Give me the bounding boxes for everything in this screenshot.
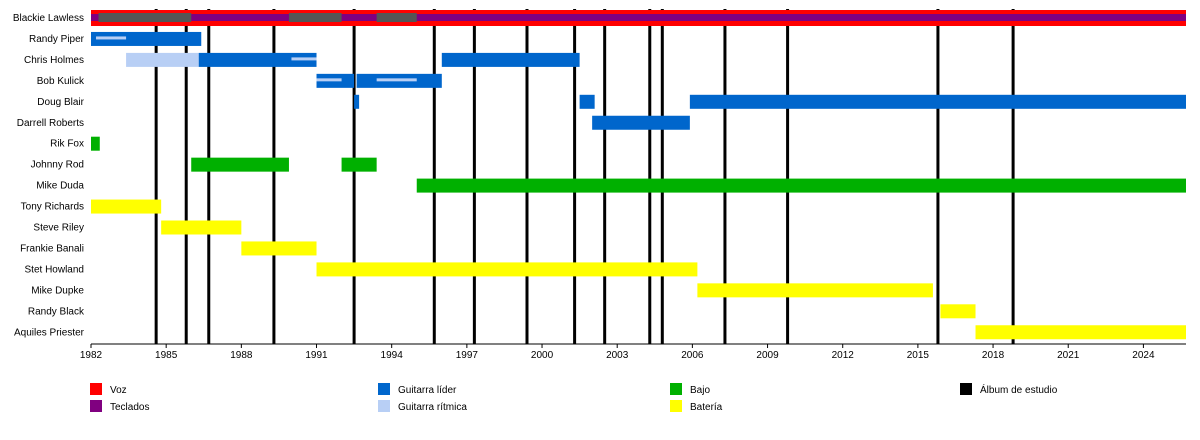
- member-label-randy-piper: Randy Piper: [29, 34, 85, 45]
- bar-rik-fox-19: [91, 136, 100, 151]
- member-label-darrell-roberts: Darrell Roberts: [17, 118, 84, 129]
- bar-mike-dupke-27: [697, 283, 933, 298]
- bar-blackie-lawless-1: [91, 14, 1186, 21]
- member-label-stet-howland: Stet Howland: [25, 264, 84, 275]
- legend-swatch-bateria: [670, 400, 682, 412]
- x-tick-label-2015: 2015: [907, 350, 930, 361]
- bar-blackie-lawless-4: [376, 13, 417, 22]
- bar-blackie-lawless-2: [98, 13, 192, 22]
- bar-doug-blair-17: [689, 94, 1186, 109]
- member-label-randy-black: Randy Black: [28, 306, 85, 317]
- bar-tony-richards-23: [91, 199, 162, 214]
- legend-label-voz: Voz: [110, 385, 127, 396]
- x-axis: 1982 1985 1988 1991 1994 1997 2000 2003 2006 2009…: [80, 343, 1186, 361]
- x-tick-label-1997: 1997: [456, 350, 479, 361]
- member-label-chris-holmes: Chris Holmes: [24, 55, 84, 66]
- legend-swatch-album: [960, 383, 972, 395]
- legend-swatch-voz: [90, 383, 102, 395]
- bar-chris-holmes-9: [291, 57, 317, 61]
- legend-swatch-teclados: [90, 400, 102, 412]
- x-tick-label-1985: 1985: [155, 350, 178, 361]
- bar-doug-blair-15: [354, 94, 360, 109]
- bar-doug-blair-16: [579, 94, 595, 109]
- legend-swatch-guitarra_ritmica: [378, 400, 390, 412]
- bar-chris-holmes-7: [126, 52, 199, 67]
- legend-label-album: Álbum de estudio: [980, 383, 1058, 396]
- member-bars: [91, 10, 1186, 340]
- x-tick-label-1988: 1988: [230, 350, 253, 361]
- member-label-doug-blair: Doug Blair: [37, 97, 84, 108]
- x-tick-label-1994: 1994: [381, 350, 404, 361]
- x-tick-label-1991: 1991: [305, 350, 328, 361]
- x-tick-label-2021: 2021: [1057, 350, 1080, 361]
- legend-label-guitarra_ritmica: Guitarra rítmica: [398, 402, 467, 413]
- x-tick-label-2018: 2018: [982, 350, 1005, 361]
- legend-label-bateria: Batería: [690, 402, 723, 413]
- bar-frankie-banali-25: [241, 241, 317, 256]
- member-label-tony-richards: Tony Richards: [21, 202, 84, 213]
- bar-chris-holmes-10: [441, 52, 580, 67]
- bar-steve-riley-24: [161, 220, 242, 235]
- member-labels: Blackie Lawless Randy Piper Chris Holmes Bo…: [13, 13, 85, 338]
- x-tick-label-1982: 1982: [80, 350, 103, 361]
- bar-darrell-roberts-18: [592, 115, 690, 130]
- bar-randy-piper-6: [96, 36, 127, 40]
- x-tick-label-2024: 2024: [1132, 350, 1155, 361]
- bar-bob-kulick-12: [316, 78, 342, 82]
- bar-mike-duda-22: [416, 178, 1186, 193]
- x-tick-label-2012: 2012: [832, 350, 855, 361]
- bar-johnny-rod-21: [341, 157, 377, 172]
- member-label-johnny-rod: Johnny Rod: [31, 160, 84, 171]
- member-label-mike-duda: Mike Duda: [36, 181, 84, 192]
- bar-chris-holmes-8: [198, 52, 317, 67]
- member-label-aquiles-priester: Aquiles Priester: [14, 327, 85, 338]
- bar-stet-howland-26: [316, 262, 698, 277]
- legend-swatch-bajo: [670, 383, 682, 395]
- x-tick-label-2000: 2000: [531, 350, 554, 361]
- member-label-rik-fox: Rik Fox: [50, 139, 84, 150]
- member-label-frankie-banali: Frankie Banali: [20, 243, 84, 254]
- x-tick-label-2009: 2009: [756, 350, 779, 361]
- bar-randy-piper-5: [91, 31, 202, 46]
- legend-swatch-guitarra_lider: [378, 383, 390, 395]
- member-label-mike-dupke: Mike Dupke: [31, 285, 84, 296]
- legend-label-bajo: Bajo: [690, 385, 710, 396]
- legend: Voz Teclados Guitarra líder Guitarra rítmic…: [90, 383, 1058, 413]
- bar-randy-black-28: [940, 304, 976, 319]
- bar-johnny-rod-20: [191, 157, 289, 172]
- bar-aquiles-priester-29: [975, 325, 1186, 340]
- member-label-blackie-lawless: Blackie Lawless: [13, 13, 84, 24]
- legend-label-teclados: Teclados: [110, 402, 149, 413]
- x-tick-label-2006: 2006: [681, 350, 704, 361]
- member-label-bob-kulick: Bob Kulick: [37, 76, 85, 87]
- bar-bob-kulick-14: [376, 78, 417, 82]
- member-label-steve-riley: Steve Riley: [33, 223, 84, 234]
- x-tick-label-2003: 2003: [606, 350, 629, 361]
- bar-blackie-lawless-3: [288, 13, 342, 22]
- legend-label-guitarra_lider: Guitarra líder: [398, 385, 457, 396]
